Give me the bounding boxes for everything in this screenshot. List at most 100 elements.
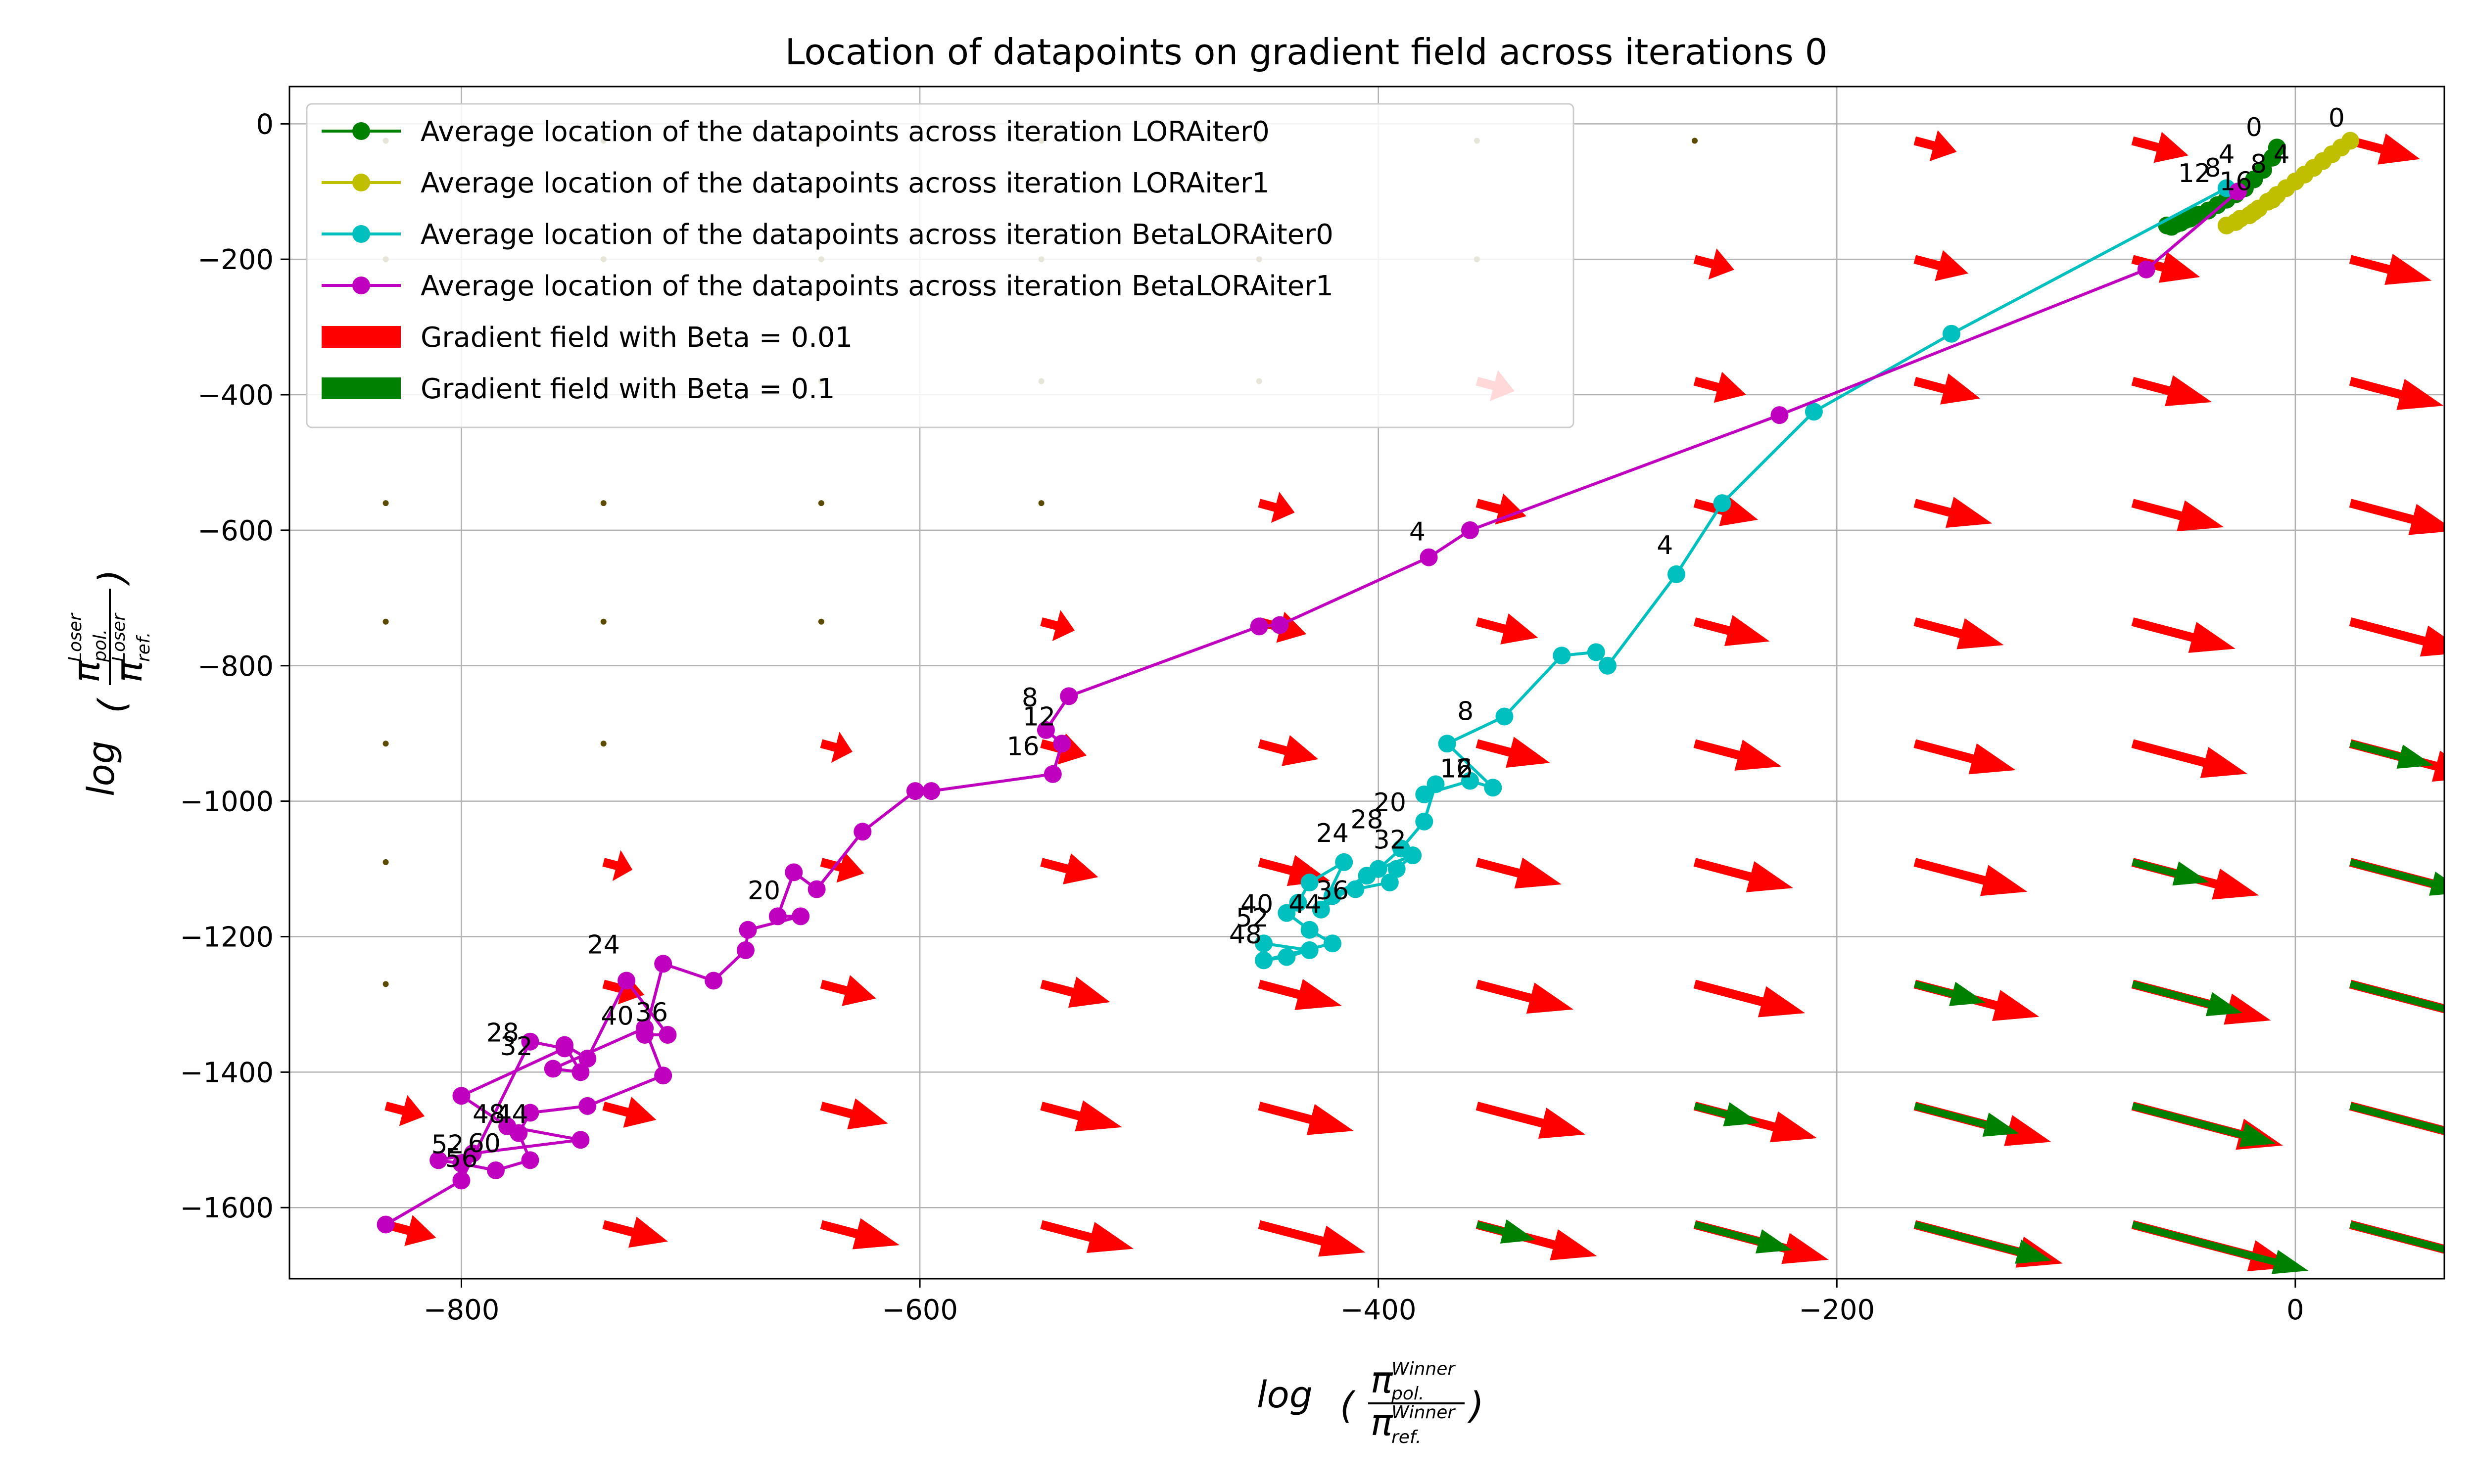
data-point [1713, 494, 1731, 512]
point-label: 44 [1288, 890, 1321, 920]
field-arrow-red [820, 1098, 888, 1130]
data-point [922, 782, 941, 800]
field-arrow-red [1040, 610, 1075, 642]
field-dot [818, 618, 824, 625]
data-point [1942, 325, 1960, 343]
legend-entry: Gradient field with Beta = 0.01 [322, 322, 853, 354]
field-arrow-red [1258, 735, 1319, 766]
field-arrow-red [1913, 373, 1981, 405]
data-point [1271, 616, 1289, 634]
field-arrow-green [1694, 1102, 1760, 1126]
field-arrow-green [2349, 980, 2444, 1013]
field-arrow-red [1913, 130, 1957, 161]
axis-label-num: π [65, 660, 108, 683]
data-point [578, 1049, 597, 1067]
data-point [2217, 216, 2236, 234]
data-point [739, 921, 757, 939]
field-arrow-green [2349, 1221, 2444, 1253]
data-point [1250, 617, 1268, 636]
axis-label-paren: ( [91, 697, 134, 713]
axis-label-prefix: log [80, 741, 123, 796]
field-dot [382, 618, 389, 625]
field-arrow-green [1914, 1103, 2019, 1137]
data-point [1415, 812, 1433, 831]
data-point [521, 1104, 539, 1122]
data-point [544, 1060, 562, 1078]
axis-label-num-sup: Loser [65, 612, 86, 662]
data-point [1420, 548, 1438, 566]
series-layer [377, 132, 2360, 1234]
data-point [1598, 656, 1617, 675]
data-point [2231, 210, 2249, 228]
axis-label-prefix: log [1257, 1374, 1313, 1416]
legend-entry: Average location of the datapoints acros… [322, 219, 1333, 251]
field-arrow-green [2349, 859, 2444, 896]
data-point [452, 1171, 471, 1190]
field-arrow-red [1913, 250, 1969, 281]
axis-label-den-sup: Loser [109, 612, 129, 662]
field-arrow-red [2131, 132, 2189, 163]
field-dot [382, 859, 389, 865]
axis-label-den-sup: Winner [1391, 1402, 1456, 1423]
point-label: 8 [1022, 683, 1038, 713]
field-arrow-red [2131, 617, 2236, 653]
chart-title: Location of datapoints on gradient field… [785, 31, 1828, 73]
y-tick-label: −400 [197, 379, 274, 412]
data-point [854, 823, 872, 841]
data-point [452, 1155, 471, 1173]
axis-label-num-sub: pol. [90, 629, 110, 662]
point-label: 24 [1316, 819, 1349, 848]
data-point [1495, 707, 1514, 726]
legend-label: Average location of the datapoints acros… [421, 116, 1270, 148]
data-point [618, 972, 636, 990]
field-arrow-red [2131, 739, 2247, 778]
data-point [768, 907, 787, 926]
data-point [1312, 900, 1330, 919]
data-point [1300, 873, 1319, 891]
data-point [464, 1144, 482, 1162]
point-label: 0 [2246, 113, 2262, 142]
y-tick-label: −1400 [180, 1057, 274, 1089]
field-dot [600, 741, 607, 747]
field-dot [382, 741, 389, 747]
data-point [2263, 190, 2282, 209]
field-arrow-red [1693, 979, 1806, 1018]
y-tick-label: −200 [197, 244, 274, 276]
data-point [498, 1117, 517, 1135]
axis-label-paren: ( [1340, 1385, 1356, 1427]
x-tick-label: 0 [2286, 1294, 2304, 1326]
data-point [1060, 687, 1078, 705]
data-point [659, 1026, 677, 1044]
x-tick-label: −600 [882, 1294, 958, 1326]
data-point [2186, 207, 2204, 225]
field-arrow-red [1913, 617, 2004, 649]
field-arrow-red [1913, 739, 2016, 775]
series-3 [377, 183, 2247, 1234]
field-arrow-red [1475, 857, 1562, 889]
data-point [486, 1161, 505, 1179]
data-point [578, 1097, 597, 1115]
data-point [377, 1215, 395, 1234]
y-tick-label: −1000 [180, 786, 274, 818]
data-point [1255, 951, 1273, 970]
legend-entry: Average location of the datapoints acros… [322, 270, 1333, 302]
data-point [705, 972, 723, 990]
field-arrow-red [2349, 133, 2420, 165]
series-2 [1255, 179, 2236, 970]
field-arrow-green [2132, 1221, 2309, 1274]
point-label: 8 [1457, 696, 1474, 726]
data-point [1484, 779, 1502, 797]
field-arrow-green [2349, 1103, 2444, 1135]
field-arrow-red [1040, 976, 1110, 1008]
data-point [1380, 873, 1399, 891]
data-point [2229, 183, 2247, 201]
axis-label-den: π [1371, 1401, 1393, 1444]
data-point [1324, 887, 1342, 905]
point-label: 32 [500, 1032, 533, 1062]
field-arrow-red [1693, 858, 1794, 892]
point-label: 12 [2178, 159, 2211, 188]
point-label: 20 [748, 876, 780, 906]
point-label: 20 [1374, 788, 1406, 818]
field-arrow-green [1914, 1221, 2052, 1264]
